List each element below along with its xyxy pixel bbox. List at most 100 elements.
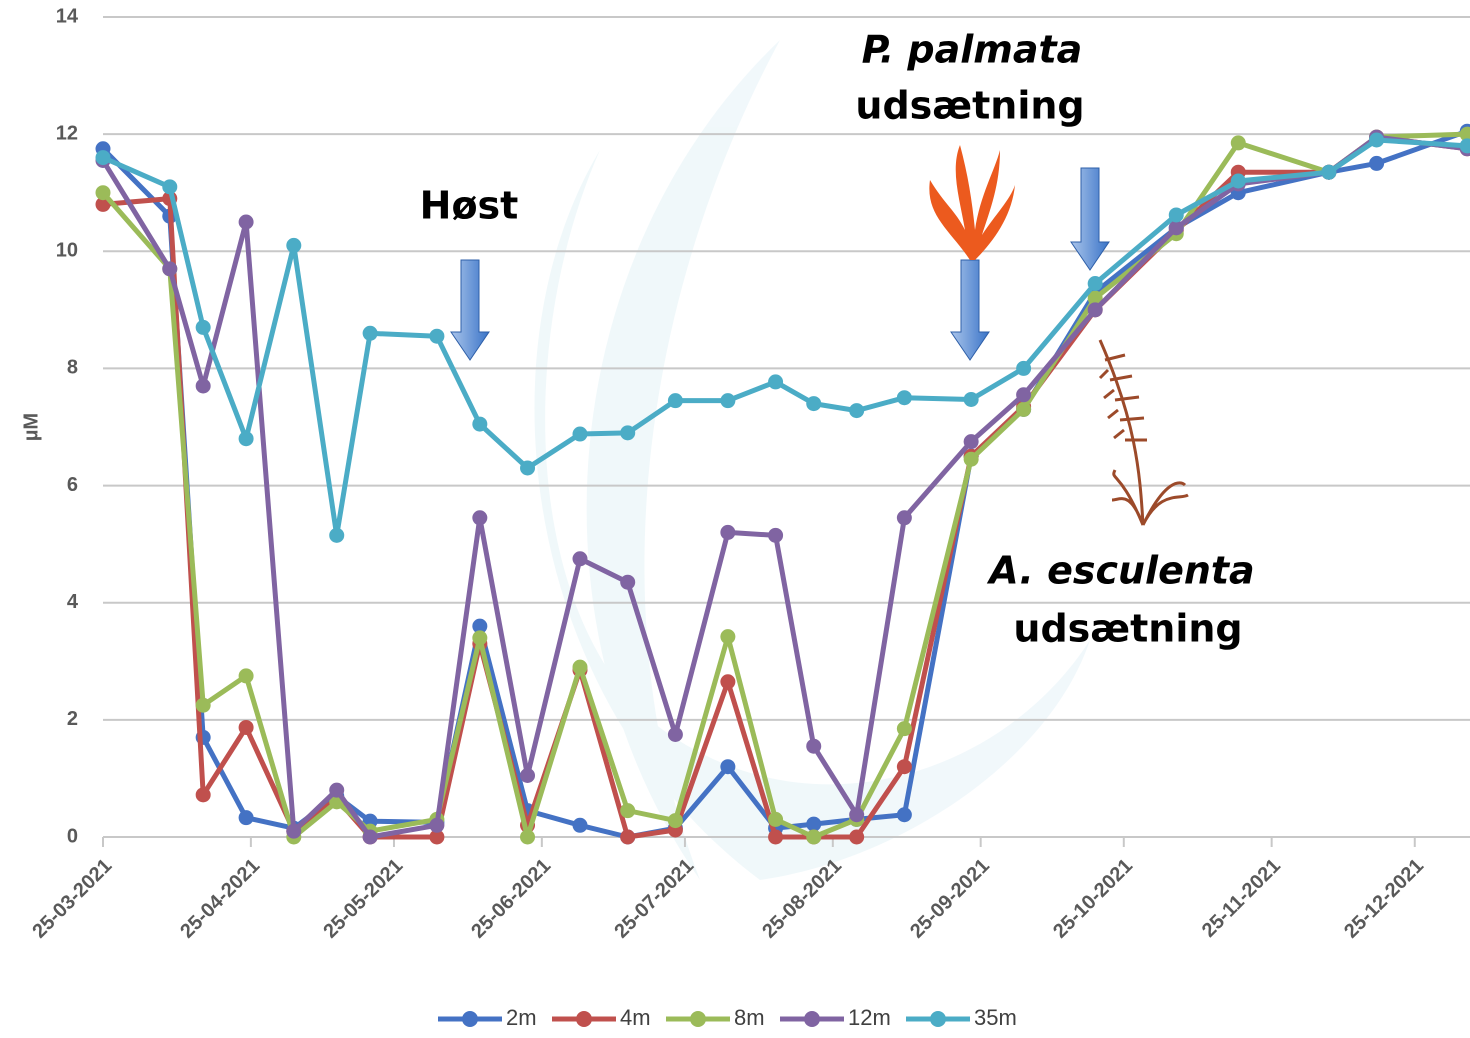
- legend-label: 4m: [620, 1005, 651, 1030]
- data-point: [572, 551, 588, 567]
- data-point: [1459, 126, 1470, 142]
- data-point: [806, 816, 822, 832]
- palmata-label: udsætning: [855, 84, 1084, 128]
- palmata-name: P. palmata: [862, 28, 1083, 72]
- x-tick-label: 25-03-2021: [28, 855, 116, 943]
- series-line: [102, 134, 1468, 840]
- legend-marker: [804, 1011, 820, 1027]
- data-point: [620, 574, 636, 590]
- data-point: [849, 403, 865, 419]
- data-point: [429, 817, 445, 833]
- data-point: [1168, 207, 1184, 223]
- data-point: [806, 829, 822, 845]
- legend-label: 2m: [506, 1005, 537, 1030]
- data-point: [896, 390, 912, 406]
- data-point: [806, 738, 822, 754]
- series-line: [100, 134, 1468, 840]
- esculenta-name: A. esculenta: [986, 549, 1254, 593]
- data-point: [896, 759, 912, 775]
- harvest-arrow: [450, 259, 490, 361]
- x-tick-label: 25-07-2021: [610, 855, 698, 943]
- x-tick-label: 25-09-2021: [906, 855, 994, 943]
- data-point: [896, 807, 912, 823]
- y-axis-label: µM: [20, 413, 42, 441]
- data-point: [1321, 164, 1337, 180]
- data-point: [620, 803, 636, 819]
- y-tick-label: 8: [67, 357, 78, 379]
- legend-marker: [930, 1011, 946, 1027]
- data-point: [238, 668, 254, 684]
- data-point: [1459, 138, 1470, 154]
- data-point: [1369, 155, 1385, 171]
- x-tick-label: 25-04-2021: [176, 855, 264, 943]
- palmata-arrow: [950, 259, 990, 361]
- data-point: [963, 391, 979, 407]
- esculenta-arrow: [1070, 167, 1110, 271]
- data-point: [1087, 276, 1103, 291]
- data-point: [768, 829, 784, 845]
- palmata-seaweed: [929, 145, 1015, 260]
- legend-label: 12m: [848, 1005, 891, 1030]
- data-point: [896, 721, 912, 737]
- data-point: [195, 787, 211, 803]
- data-point: [620, 829, 636, 845]
- data-point: [520, 768, 536, 783]
- y-tick-label: 2: [67, 708, 78, 730]
- data-point: [768, 527, 784, 543]
- data-point: [195, 378, 211, 394]
- data-point: [238, 431, 254, 447]
- y-tick-label: 12: [56, 122, 78, 144]
- watermark: [534, 40, 1090, 880]
- data-point: [849, 807, 865, 823]
- data-point: [572, 817, 588, 833]
- data-point: [667, 813, 683, 829]
- data-point: [238, 810, 254, 826]
- data-point: [667, 393, 683, 409]
- data-point: [1369, 132, 1385, 148]
- legend-label: 8m: [734, 1005, 765, 1030]
- y-tick-label: 0: [67, 825, 78, 847]
- series-line: [101, 137, 1468, 538]
- data-point: [472, 618, 488, 634]
- data-point: [1016, 360, 1032, 376]
- data-point: [520, 829, 536, 845]
- data-point: [162, 261, 178, 277]
- data-point: [572, 659, 588, 675]
- data-point: [362, 325, 378, 341]
- data-point: [520, 460, 536, 476]
- y-tick-label: 4: [67, 591, 79, 613]
- data-point: [429, 829, 445, 845]
- data-point: [286, 823, 302, 839]
- data-point: [1230, 173, 1246, 189]
- data-point: [963, 451, 979, 467]
- data-point: [896, 510, 912, 526]
- data-point: [329, 527, 345, 543]
- data-point: [768, 811, 784, 827]
- data-point: [329, 782, 345, 798]
- data-point: [720, 759, 736, 775]
- data-point: [720, 524, 736, 540]
- data-point: [238, 719, 254, 735]
- series-line: [101, 128, 1469, 840]
- x-tick-label: 25-06-2021: [467, 855, 555, 943]
- data-point: [472, 630, 488, 646]
- legend-marker: [576, 1011, 592, 1027]
- x-tick-label: 25-05-2021: [319, 855, 407, 943]
- legend-marker: [462, 1011, 478, 1027]
- x-tick-label: 25-10-2021: [1049, 855, 1137, 943]
- data-point: [720, 674, 736, 690]
- data-point: [195, 697, 211, 713]
- data-point: [1168, 220, 1184, 236]
- data-point: [429, 328, 445, 344]
- y-tick-label: 10: [56, 240, 78, 262]
- y-tick-label: 6: [67, 474, 78, 496]
- data-point: [286, 237, 302, 253]
- data-point: [238, 214, 254, 230]
- data-point: [720, 629, 736, 645]
- data-point: [849, 829, 865, 845]
- legend-marker: [690, 1011, 706, 1027]
- harvest-label: Høst: [420, 184, 519, 228]
- data-point: [963, 434, 979, 450]
- data-point: [195, 319, 211, 335]
- legend: 2m 4m 8m 12m 35m: [438, 1005, 1017, 1030]
